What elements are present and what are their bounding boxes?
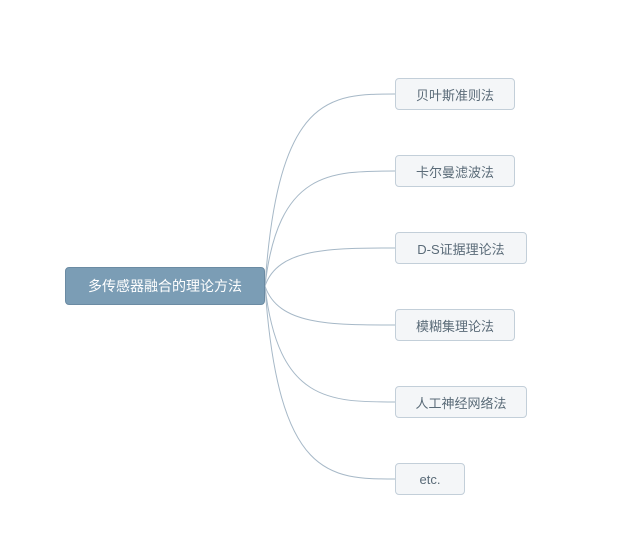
- edge: [265, 94, 395, 286]
- child-node-4[interactable]: 人工神经网络法: [395, 386, 527, 418]
- edge: [265, 248, 395, 286]
- child-node-5[interactable]: etc.: [395, 463, 465, 495]
- child-node-3[interactable]: 模糊集理论法: [395, 309, 515, 341]
- edge: [265, 286, 395, 325]
- child-label: 贝叶斯准则法: [416, 85, 494, 104]
- child-label: etc.: [420, 472, 441, 487]
- child-node-1[interactable]: 卡尔曼滤波法: [395, 155, 515, 187]
- edge: [265, 286, 395, 479]
- child-label: 模糊集理论法: [416, 316, 494, 335]
- root-node[interactable]: 多传感器融合的理论方法: [65, 267, 265, 305]
- root-label: 多传感器融合的理论方法: [88, 276, 242, 296]
- child-node-2[interactable]: D-S证据理论法: [395, 232, 527, 264]
- child-label: 人工神经网络法: [415, 393, 506, 412]
- edge: [265, 286, 395, 402]
- mindmap-canvas: 多传感器融合的理论方法 贝叶斯准则法 卡尔曼滤波法 D-S证据理论法 模糊集理论…: [0, 0, 632, 555]
- child-node-0[interactable]: 贝叶斯准则法: [395, 78, 515, 110]
- child-label: D-S证据理论法: [417, 239, 504, 258]
- edge: [265, 171, 395, 286]
- child-label: 卡尔曼滤波法: [416, 162, 494, 181]
